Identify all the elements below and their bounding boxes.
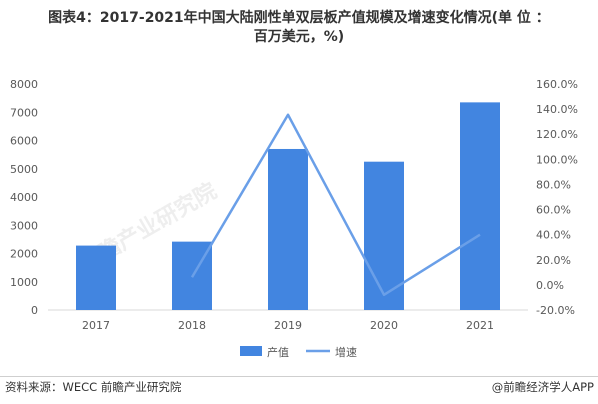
y-left-tick-label: 8000 <box>10 78 38 91</box>
bar-2021 <box>460 102 500 310</box>
y-right-tick-label: -20.0% <box>536 304 575 317</box>
y-right-tick-label: 0.0% <box>536 279 564 292</box>
y-right-tick-label: 20.0% <box>536 254 571 267</box>
y-right-tick-label: 140.0% <box>536 103 578 116</box>
chart-title-line1: 图表4：2017-2021年中国大陆刚性单双层板产值规模及增速变化情况(单 位 … <box>48 10 550 26</box>
brand-note: @前瞻经济学人APP <box>491 380 594 394</box>
footer-divider <box>0 376 598 377</box>
y-left-tick-label: 3000 <box>10 219 38 232</box>
x-tick-label: 2019 <box>274 319 302 332</box>
footer: 资料来源：WECC 前瞻产业研究院 @前瞻经济学人APP <box>0 376 598 404</box>
source-note: 资料来源：WECC 前瞻产业研究院 <box>5 380 182 394</box>
y-right-tick-label: 80.0% <box>536 178 571 191</box>
y-left-tick-label: 4000 <box>10 191 38 204</box>
y-right-tick-label: 120.0% <box>536 128 578 141</box>
y-left-tick-label: 1000 <box>10 276 38 289</box>
x-tick-label: 2021 <box>466 319 494 332</box>
y-left-tick-label: 5000 <box>10 163 38 176</box>
y-right-tick-label: 100.0% <box>536 153 578 166</box>
x-tick-label: 2020 <box>370 319 398 332</box>
legend-label-bar: 产值 <box>267 345 289 359</box>
chart-title-line2: 百万美元，%) <box>253 29 345 45</box>
chart-title: 图表4：2017-2021年中国大陆刚性单双层板产值规模及增速变化情况(单 位 … <box>0 0 598 54</box>
x-tick-label: 2017 <box>82 319 110 332</box>
y-left-tick-label: 7000 <box>10 106 38 119</box>
bar-2017 <box>76 245 116 310</box>
y-left-tick-label: 2000 <box>10 248 38 261</box>
legend-label-line: 增速 <box>335 345 357 359</box>
y-left-tick-label: 0 <box>31 304 38 317</box>
chart-plot: 0 1000 2000 3000 4000 5000 6000 7000 8000 -20.0% 0… <box>10 78 578 359</box>
y-right-tick-label: 160.0% <box>536 78 578 91</box>
x-tick-label: 2018 <box>178 319 206 332</box>
line-series-growth <box>190 113 481 297</box>
bar-2019 <box>268 148 308 310</box>
legend-swatch-bar <box>240 346 262 356</box>
bar-2020 <box>364 161 404 310</box>
y-right-tick-label: 40.0% <box>536 229 571 242</box>
y-left-tick-label: 6000 <box>10 135 38 148</box>
y-right-tick-label: 60.0% <box>536 204 571 217</box>
